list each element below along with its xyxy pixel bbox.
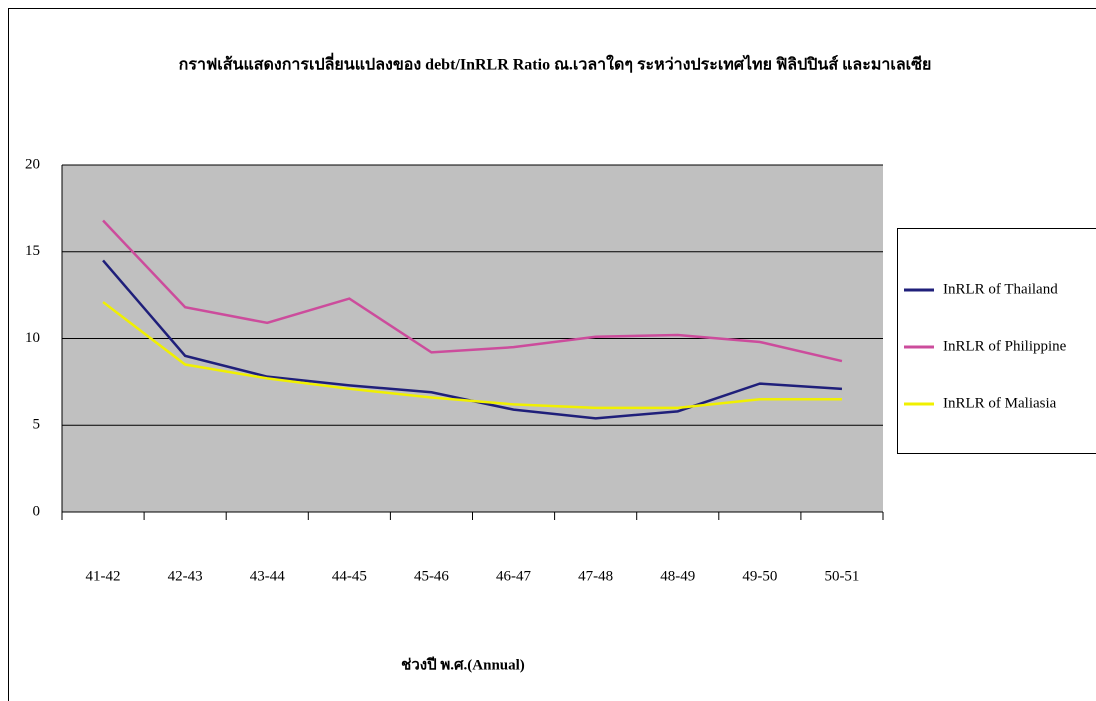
- x-tick-label: 44-45: [332, 568, 367, 584]
- legend-label: InRLR of Thailand: [943, 281, 1058, 297]
- y-tick-label: 10: [25, 330, 40, 346]
- legend-label: InRLR of Philippine: [943, 338, 1067, 354]
- legend-label: InRLR of Maliasia: [943, 395, 1057, 411]
- x-axis-label: ช่วงปี พ.ศ.(Annual): [401, 656, 525, 673]
- x-tick-label: 50-51: [824, 568, 859, 584]
- x-tick-label: 41-42: [86, 568, 121, 584]
- y-tick-label: 15: [25, 243, 40, 259]
- legend: [897, 228, 1096, 454]
- y-tick-label: 0: [33, 503, 41, 519]
- x-tick-label: 46-47: [496, 568, 531, 584]
- x-tick-label: 49-50: [742, 568, 777, 584]
- chart-border: [8, 8, 1096, 701]
- series-line: [102, 301, 842, 410]
- x-tick-label: 43-44: [250, 568, 285, 584]
- x-tick-label: 42-43: [168, 568, 203, 584]
- chart-title: กราฟเส้นแสดงการเปลี่ยนแปลงของ debt/InRLR…: [179, 53, 932, 74]
- x-tick-label: 45-46: [414, 568, 449, 584]
- y-tick-label: 5: [33, 417, 41, 433]
- y-tick-label: 20: [25, 156, 40, 172]
- x-tick-label: 48-49: [660, 568, 695, 584]
- x-tick-label: 47-48: [578, 568, 613, 584]
- series-line: [102, 219, 843, 363]
